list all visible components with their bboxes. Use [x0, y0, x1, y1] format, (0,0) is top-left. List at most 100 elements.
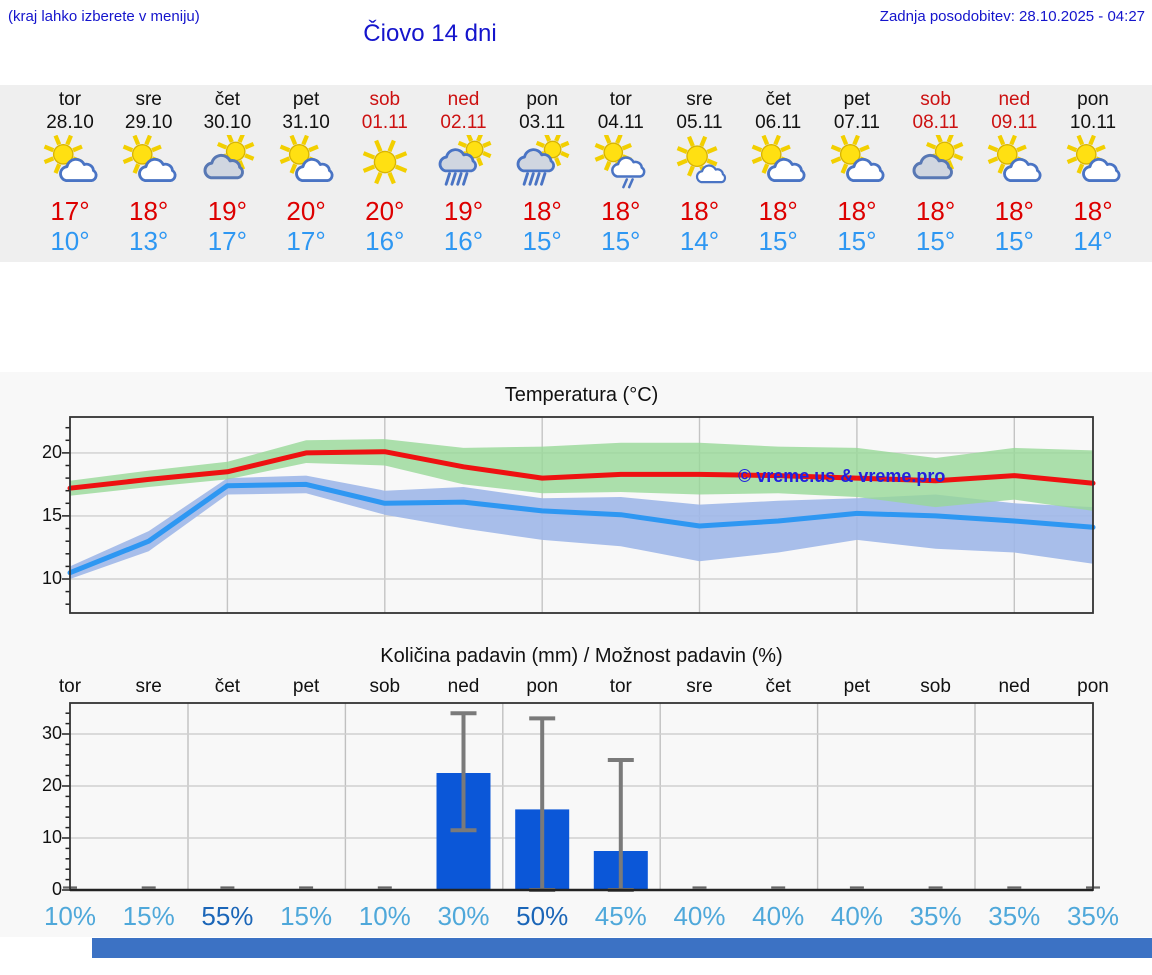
day-name: ned [998, 89, 1031, 110]
low-temp: 15° [601, 226, 641, 256]
low-temp: 13° [129, 226, 169, 256]
precip-probability: 30% [437, 901, 490, 931]
day-date: 10.11 [1069, 112, 1117, 133]
low-temp: 15° [522, 226, 562, 256]
low-temp: 15° [758, 226, 798, 256]
precip-day-label: pon [1077, 676, 1109, 697]
weather-icon-rain-sun [503, 135, 582, 193]
forecast-day: pet 07.11 18° 15° [817, 85, 896, 257]
day-date: 30.10 [203, 112, 252, 133]
high-temp: 20° [286, 196, 326, 226]
weather-icon-sun-cloud [31, 135, 110, 193]
precip-day-label: ned [447, 676, 480, 697]
day-name: pon [1077, 89, 1109, 110]
day-name: pon [526, 89, 559, 110]
forecast-day: sob 01.11 20° 16° [345, 85, 424, 257]
precip-probability: 15% [122, 901, 175, 931]
low-temp: 16° [365, 226, 405, 256]
weather-icon-sun-smallcloud [660, 135, 739, 193]
precip-day-label: čet [214, 676, 241, 697]
high-temp: 20° [365, 196, 405, 226]
precip-day-label: sob [369, 676, 401, 697]
low-temp: 17° [286, 226, 326, 256]
precip-probability: 35% [909, 901, 962, 931]
forecast-day: pon 03.11 18° 15° [503, 85, 582, 257]
bottom-scrollbar[interactable] [92, 938, 1152, 958]
low-temp: 17° [207, 226, 248, 256]
precip-y-tick-label: 20 [41, 775, 62, 795]
day-name: pet [292, 89, 320, 110]
weather-icon-sun-cloud-lightrain [581, 135, 660, 193]
day-date: 06.11 [755, 112, 802, 133]
forecast-day: čet 30.10 19° 17° [188, 85, 267, 257]
high-temp: 18° [129, 196, 169, 226]
precip-day-label: čet [765, 676, 791, 697]
weather-icon-sun-cloud [817, 135, 896, 193]
high-temp: 17° [50, 196, 90, 226]
high-temp: 18° [837, 196, 877, 226]
forecast-day: sre 05.11 18° 14° [660, 85, 739, 257]
precip-probability: 40% [673, 901, 726, 931]
weather-icon-cloud-sun [188, 135, 267, 193]
precipitation-chart [62, 702, 1100, 892]
day-date: 28.10 [46, 112, 94, 133]
day-date: 31.10 [282, 112, 330, 133]
menu-hint-note: (kraj lahko izberete v meniju) [8, 8, 200, 25]
day-date: 03.11 [519, 112, 566, 133]
precip-probability: 15% [280, 901, 333, 931]
high-temp: 18° [1073, 196, 1113, 226]
temp-y-tick-label: 15 [41, 505, 62, 525]
low-temp: 15° [994, 226, 1034, 256]
precip-probability: 35% [1066, 901, 1120, 931]
precip-day-label: tor [58, 676, 82, 697]
forecast-day: čet 06.11 18° 15° [739, 85, 818, 257]
forecast-day: ned 02.11 19° 16° [424, 85, 503, 257]
precipitation-chart-title: Količina padavin (mm) / Možnost padavin … [380, 645, 783, 667]
day-date: 09.11 [991, 112, 1038, 133]
day-name: ned [447, 89, 480, 110]
precip-day-label: pet [843, 676, 871, 697]
precip-y-tick-label: 0 [51, 879, 62, 899]
precip-probability: 45% [594, 901, 647, 931]
day-name: sre [135, 89, 162, 110]
last-update-text: Zadnja posodobitev: 28.10.2025 - 04:27 [879, 8, 1145, 25]
weather-icon-sun-cloud [267, 135, 346, 193]
precip-probability: 40% [752, 901, 805, 931]
forecast-strip: tor 28.10 17° 10° sre 29.10 18° 13° čet 30.10 19° 1… [0, 85, 1152, 262]
day-name: tor [609, 89, 632, 110]
precip-day-label: ned [998, 676, 1031, 697]
precip-probability: 10% [43, 901, 97, 931]
weather-icon-sun-cloud [739, 135, 818, 193]
low-temp: 16° [443, 226, 484, 256]
day-name: čet [214, 89, 241, 110]
day-name: čet [765, 89, 791, 110]
precip-day-label: sre [686, 676, 713, 697]
high-temp: 19° [207, 196, 248, 226]
precip-day-label: pon [526, 676, 559, 697]
high-temp: 18° [601, 196, 641, 226]
day-name: sob [369, 89, 401, 110]
low-temp: 15° [837, 226, 877, 256]
forecast-day: pet 31.10 20° 17° [267, 85, 346, 257]
day-name: sob [920, 89, 951, 110]
temp-y-tick-label: 10 [41, 568, 62, 588]
high-temp: 19° [443, 196, 484, 226]
page-title: Čiovo 14 dni [363, 20, 497, 47]
precip-probability: 35% [988, 901, 1041, 931]
temp-y-tick-label: 20 [41, 442, 62, 462]
day-name: tor [58, 89, 82, 110]
precip-day-label: sre [135, 676, 162, 697]
precip-probability: 50% [516, 901, 569, 931]
weather-icon-sun [345, 135, 424, 193]
weather-icon-sun-cloud [975, 135, 1054, 193]
forecast-day: sre 29.10 18° 13° [109, 85, 188, 257]
day-date: 02.11 [440, 112, 487, 133]
low-temp: 10° [50, 226, 90, 256]
high-temp: 18° [915, 196, 956, 226]
high-temp: 18° [758, 196, 798, 226]
day-date: 05.11 [676, 112, 723, 133]
forecast-day: ned 09.11 18° 15° [975, 85, 1054, 257]
precip-probability: 10% [358, 901, 411, 931]
precip-day-label: pet [292, 676, 320, 697]
